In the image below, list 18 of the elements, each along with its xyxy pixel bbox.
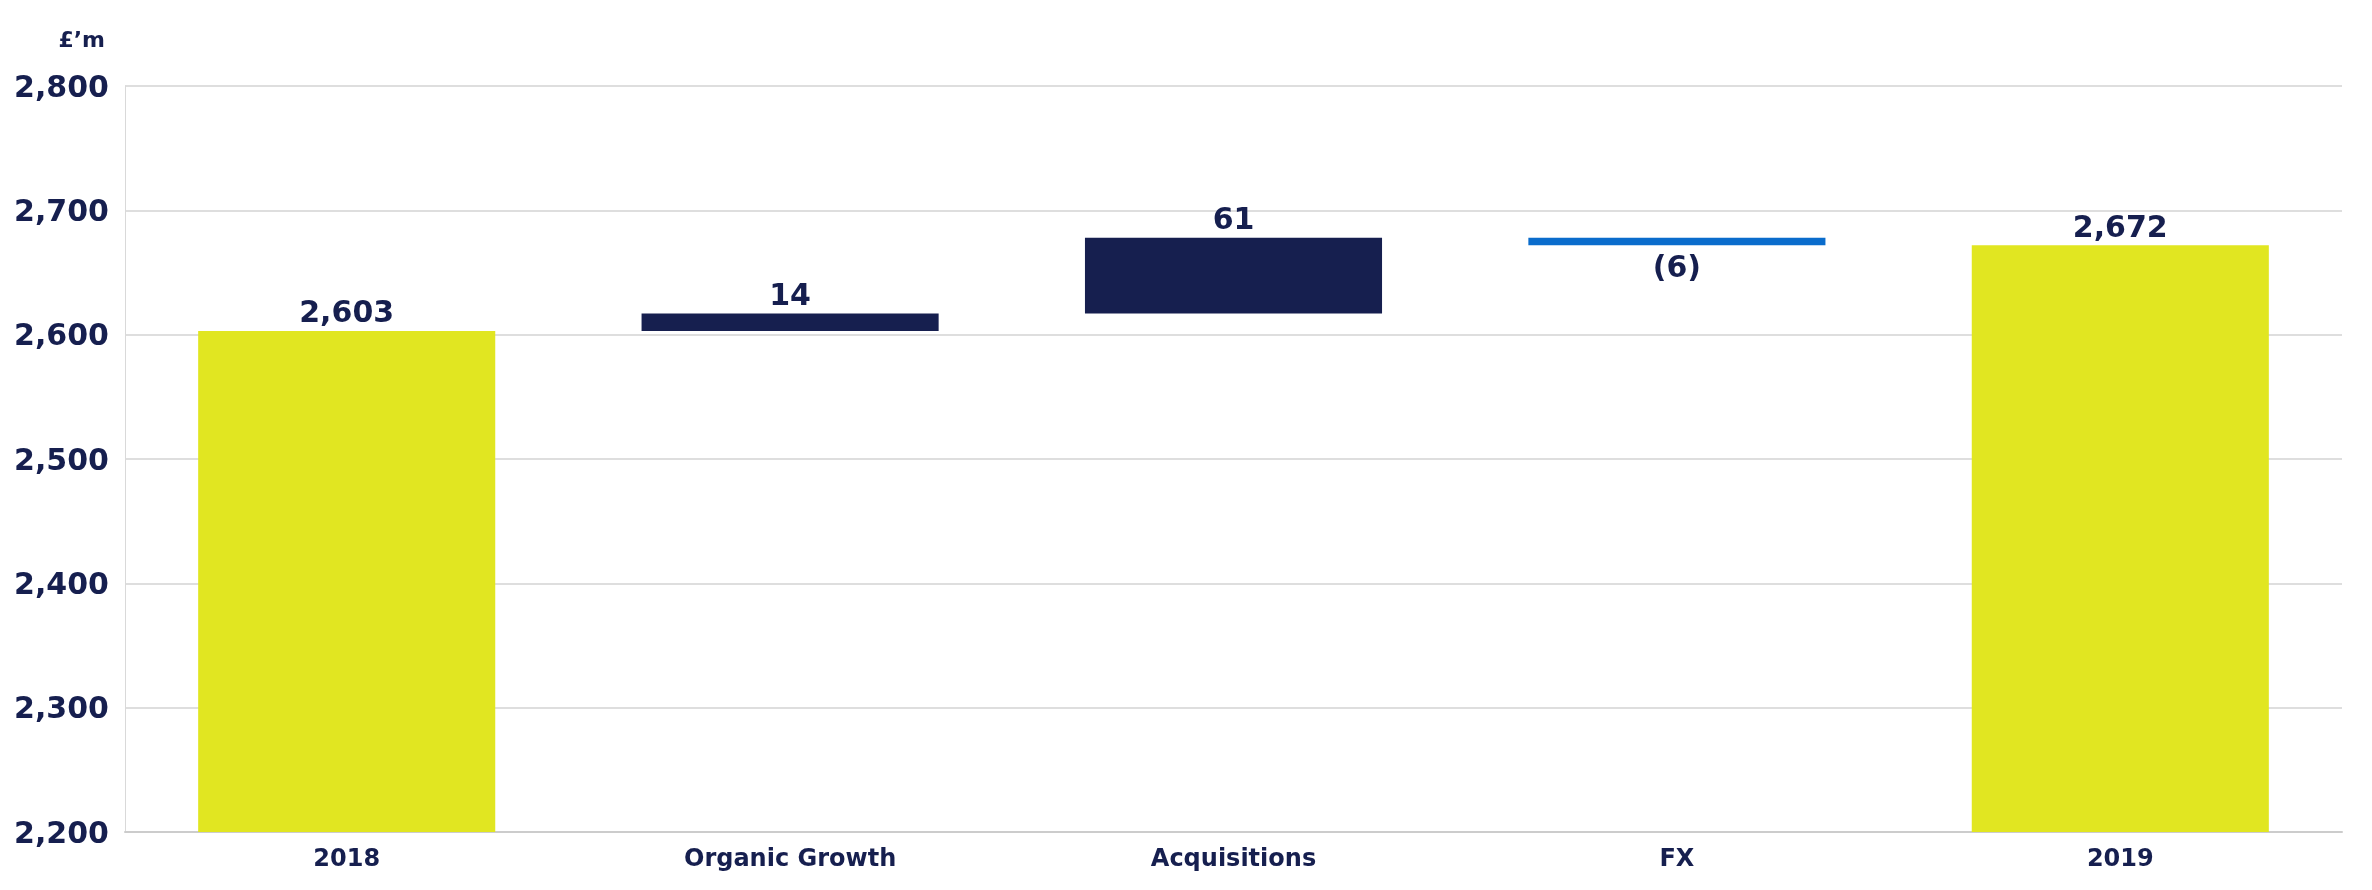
x-tick-label: Organic Growth <box>683 844 897 872</box>
data-label: 2,672 <box>2072 208 2168 244</box>
y-tick-label: 2,600 <box>14 317 109 353</box>
data-label: 2,603 <box>299 294 395 330</box>
x-tick-label: 2018 <box>313 844 381 872</box>
y-axis-title: £’m <box>58 26 105 52</box>
y-tick-label: 2,800 <box>14 68 109 104</box>
x-tick-label: FX <box>1659 844 1695 872</box>
data-label: 14 <box>769 277 811 313</box>
data-label: 61 <box>1212 201 1255 237</box>
y-tick-label: 2,700 <box>14 192 109 228</box>
y-tick-label: 2,400 <box>14 565 109 601</box>
y-tick-label: 2,500 <box>14 441 109 477</box>
y-tick-label: 2,200 <box>14 814 109 850</box>
x-tick-label: 2019 <box>2086 844 2154 872</box>
x-tick-label: Acquisitions <box>1150 844 1317 872</box>
y-tick-label: 2,300 <box>14 690 109 726</box>
data-label: (6) <box>1652 248 1702 284</box>
